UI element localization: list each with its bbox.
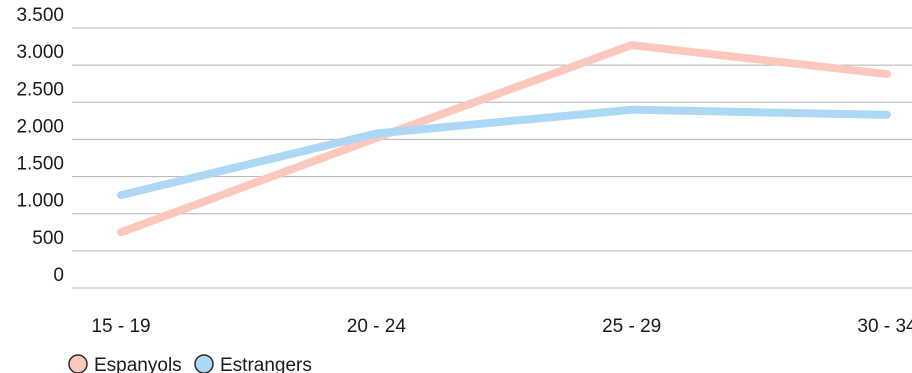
y-tick-label: 2.500 xyxy=(16,79,64,100)
x-tick-label: 20 - 24 xyxy=(347,316,407,337)
y-tick-label: 1.500 xyxy=(16,154,64,175)
x-axis-tick-labels: 15 - 19 20 - 24 25 - 29 30 - 34 xyxy=(91,316,912,337)
y-tick-label: 500 xyxy=(32,228,64,249)
x-tick-label: 30 - 34 xyxy=(857,316,912,337)
series-lines xyxy=(117,41,891,237)
gridlines xyxy=(72,27,912,289)
legend-swatch xyxy=(194,354,214,373)
y-axis-tick-labels: 0 500 1.000 1.500 2.000 2.500 3.000 3.500 xyxy=(16,5,64,286)
x-tick-label: 15 - 19 xyxy=(91,316,150,337)
x-tick-label: 25 - 29 xyxy=(602,316,661,337)
y-tick-label: 2.000 xyxy=(16,116,64,137)
legend-label: Espanyols xyxy=(94,355,182,373)
legend-swatch xyxy=(68,354,88,373)
legend: Espanyols Estrangers xyxy=(68,354,312,373)
y-tick-label: 3.000 xyxy=(16,42,64,63)
y-tick-label: 0 xyxy=(53,265,64,286)
y-tick-label: 3.500 xyxy=(16,5,64,26)
series-line xyxy=(117,105,891,200)
y-tick-label: 1.000 xyxy=(16,191,64,212)
series-line xyxy=(117,41,891,237)
legend-label: Estrangers xyxy=(220,355,312,373)
